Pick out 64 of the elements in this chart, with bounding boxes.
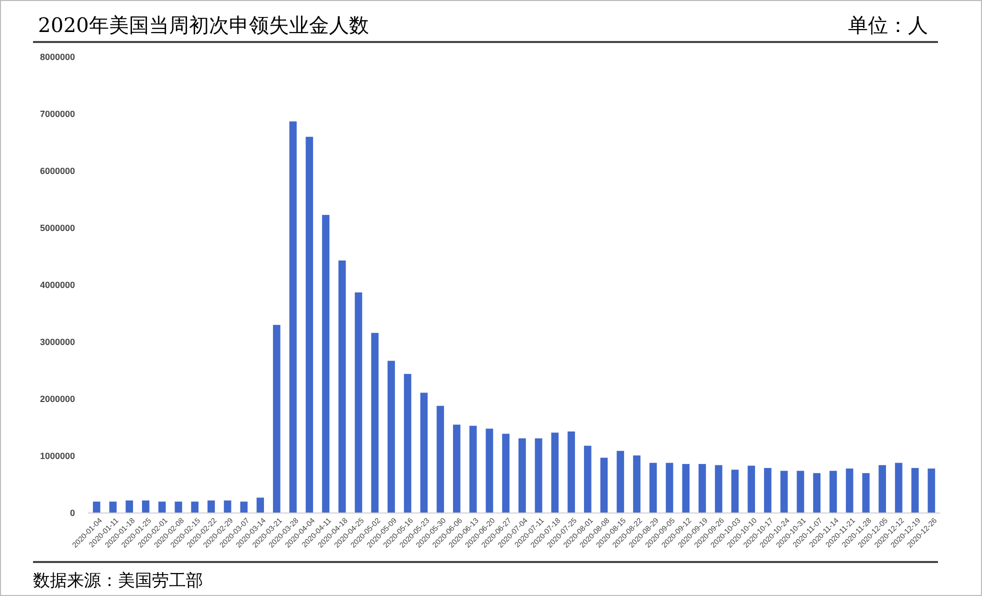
bar — [354, 292, 362, 513]
y-tick-label: 1000000 — [40, 450, 75, 461]
chart-title: 2020年美国当周初次申领失业金人数 — [38, 13, 369, 37]
y-tick-label: 5000000 — [40, 222, 75, 233]
bar — [649, 462, 657, 513]
y-tick-label: 0 — [70, 508, 75, 518]
bar — [796, 470, 804, 513]
bar — [633, 455, 640, 513]
bar — [698, 464, 706, 513]
bar — [486, 428, 494, 513]
bar — [846, 468, 854, 513]
bar — [256, 498, 264, 513]
y-tick-label: 7000000 — [40, 108, 75, 119]
bar — [780, 470, 788, 513]
bar — [469, 426, 477, 513]
bar — [158, 502, 166, 513]
bar — [568, 431, 575, 513]
bar — [748, 466, 756, 513]
bar — [420, 392, 428, 513]
bar — [862, 473, 870, 513]
bar — [436, 406, 444, 513]
bar — [714, 465, 722, 513]
bar — [928, 468, 936, 513]
bar — [666, 462, 674, 513]
source-note: 数据来源：美国劳工部 — [33, 571, 203, 591]
bar — [616, 450, 624, 513]
bar — [191, 502, 198, 513]
bar — [240, 502, 248, 513]
bar — [600, 458, 608, 513]
bar — [584, 446, 592, 513]
bar — [764, 468, 772, 513]
bar — [371, 332, 379, 513]
bar — [142, 500, 150, 513]
y-tick-label: 2000000 — [40, 394, 75, 404]
bar — [126, 500, 134, 513]
bar — [551, 432, 559, 513]
bar — [388, 360, 395, 513]
bar — [92, 502, 100, 513]
bar — [289, 121, 297, 513]
bar — [224, 500, 232, 513]
bar — [338, 260, 346, 513]
y-tick-label: 3000000 — [40, 336, 75, 347]
bar — [174, 502, 182, 513]
bar — [453, 424, 460, 513]
bar — [306, 136, 314, 513]
y-tick-label: 6000000 — [40, 166, 75, 176]
bar — [272, 324, 280, 513]
chart-subtitle: 单位：人 — [848, 13, 928, 37]
bar — [731, 470, 739, 513]
y-tick-label: 8000000 — [40, 52, 75, 62]
bar — [322, 214, 330, 513]
bar — [682, 464, 690, 513]
bar — [894, 462, 902, 513]
bar — [502, 434, 510, 513]
bar — [518, 438, 526, 513]
y-tick-label: 4000000 — [40, 280, 75, 290]
bar — [404, 374, 412, 513]
bar — [109, 502, 117, 513]
bar — [911, 468, 919, 513]
bar — [813, 473, 821, 513]
bar — [830, 470, 837, 513]
bar — [534, 438, 542, 513]
bar — [878, 465, 886, 513]
bar — [207, 500, 215, 513]
